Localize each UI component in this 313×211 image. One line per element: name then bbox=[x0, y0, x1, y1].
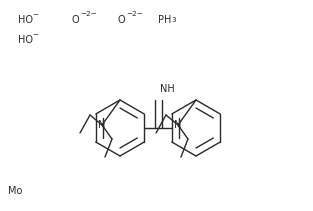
Text: NH: NH bbox=[160, 84, 175, 94]
Text: HO: HO bbox=[18, 35, 33, 45]
Text: Mo: Mo bbox=[8, 186, 22, 196]
Text: N: N bbox=[98, 120, 106, 130]
Text: 3: 3 bbox=[171, 17, 176, 23]
Text: N: N bbox=[174, 120, 182, 130]
Text: −: − bbox=[32, 32, 38, 38]
Text: O: O bbox=[118, 15, 126, 25]
Text: PH: PH bbox=[158, 15, 172, 25]
Text: −2−: −2− bbox=[126, 11, 143, 17]
Text: −: − bbox=[32, 12, 38, 18]
Text: HO: HO bbox=[18, 15, 33, 25]
Text: O: O bbox=[72, 15, 80, 25]
Text: −2−: −2− bbox=[80, 11, 97, 17]
